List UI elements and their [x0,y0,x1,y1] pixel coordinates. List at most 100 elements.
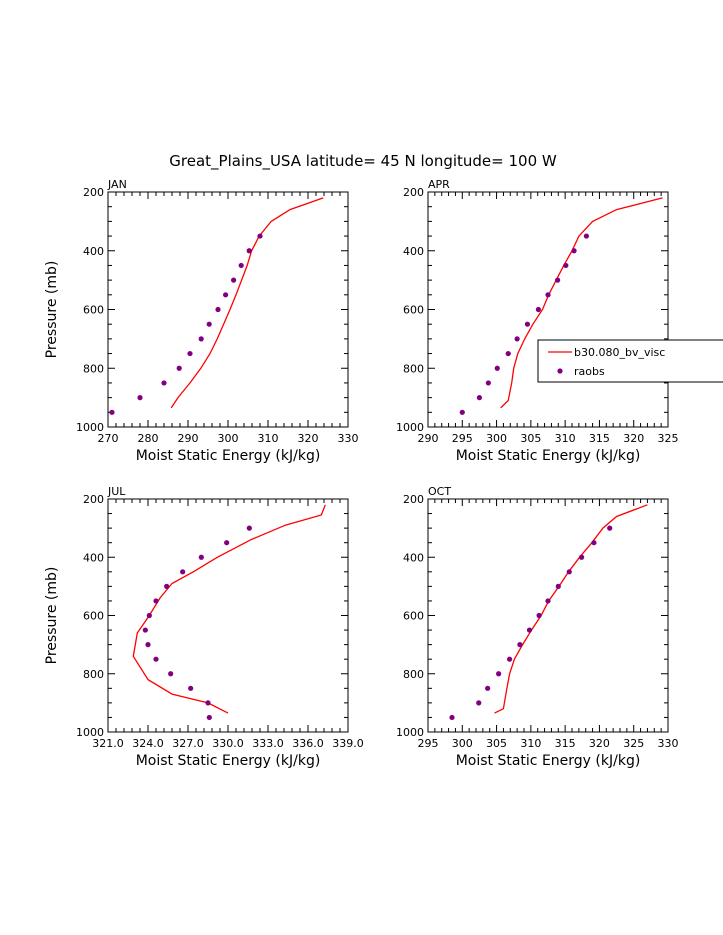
raobs-point [206,714,212,721]
x-tick-label: 336.0 [292,737,324,750]
x-tick-label: 295 [418,737,439,750]
plot-frame [427,498,669,733]
raobs-point [164,583,170,589]
x-tick-label: 310 [520,737,541,750]
x-tick-label: 320 [589,737,610,750]
y-tick-label: 1000 [396,421,424,434]
y-tick-label: 200 [403,186,424,199]
panel-apr: APR 290 295 300 305 310 315 320 325 200 400 600 800 1… [396,178,679,464]
raobs-point [198,336,204,342]
raobs-point [496,671,502,677]
y-tick-label: 600 [83,304,104,317]
legend-raobs-label: raobs [574,365,605,378]
raobs-point [517,642,523,648]
model-line-apr [500,197,663,409]
x-tick-label: 330 [338,432,359,445]
y-tick-label: 200 [403,493,424,506]
y-tick-label: 600 [403,304,424,317]
raobs-point [153,598,159,604]
y-tick-label: 800 [403,362,424,375]
x-tick-label: 290 [418,432,439,445]
model-line-jul [132,504,326,714]
raobs-point [514,336,520,342]
y-tick-label: 800 [403,668,424,681]
plot-frame [107,498,349,733]
x-axis-label: Moist Static Energy (kJ/kg) [456,753,641,769]
x-tick-label: 315 [555,737,576,750]
raobs-point [555,583,561,589]
raobs-point [485,380,491,386]
raobs-point [180,569,186,575]
raobs-point [188,685,194,691]
x-tick-label: 300 [218,432,239,445]
raobs-point [507,656,513,662]
y-tick-label: 200 [83,186,104,199]
raobs-point [224,540,230,546]
raobs-point [238,262,244,269]
x-axis-label: Moist Static Energy (kJ/kg) [136,448,321,464]
x-tick-label: 290 [178,432,199,445]
y-axis-label: Pressure (mb) [44,261,60,359]
x-tick-label: 300 [486,432,507,445]
plot-frame [107,191,349,428]
raobs-point [485,685,491,691]
raobs-point [246,525,252,531]
x-tick-label: 324.0 [132,737,164,750]
raobs-point [176,365,182,371]
raobs-point [153,656,159,662]
x-tick-label: 305 [486,737,507,750]
y-tick-label: 600 [83,610,104,623]
raobs-point [524,321,531,327]
x-tick-label: 325 [623,737,644,750]
x-tick-label: 339.0 [332,737,364,750]
x-tick-label: 333.0 [252,737,284,750]
raobs-point [161,380,167,386]
x-axis-label: Moist Static Energy (kJ/kg) [136,753,321,769]
raobs-point [206,321,212,327]
panel-label: JAN [107,178,127,191]
panel-label: APR [428,178,450,191]
legend-box [537,339,723,383]
raobs-point [476,395,483,401]
raobs-point [459,409,465,415]
x-tick-label: 330.0 [212,737,244,750]
raobs-point [545,598,551,604]
y-tick-label: 1000 [76,726,104,739]
y-tick-label: 800 [83,362,104,375]
panels: JAN 270 280 290 300 310 320 330 200 400 600 800 1000… [44,178,679,769]
x-tick-label: 310 [555,432,576,445]
y-tick-label: 1000 [76,421,104,434]
raobs-point [476,700,482,706]
raobs-point [583,233,590,239]
panel-jan: JAN 270 280 290 300 310 320 330 200 400 600 800 1000… [44,178,359,464]
raobs-point [591,540,597,546]
x-tick-label: 310 [258,432,279,445]
x-tick-label: 315 [589,432,610,445]
raobs-point [535,306,542,313]
x-tick-label: 320 [623,432,644,445]
y-tick-label: 400 [83,551,104,564]
raobs-point [449,714,455,721]
raobs-point [579,554,585,560]
raobs-point [545,292,551,298]
x-tick-label: 321.0 [92,737,124,750]
x-tick-label: 280 [138,432,159,445]
raobs-point [137,395,143,401]
y-tick-label: 200 [83,493,104,506]
legend-model-label: b30.080_bv_visc [574,346,665,359]
y-tick-label: 400 [83,245,104,258]
raobs-point [257,233,263,239]
model-line-jan [170,197,324,409]
x-tick-label: 305 [520,432,541,445]
raobs-point [198,554,204,560]
raobs-point [109,409,115,415]
raobs-point [231,277,237,283]
y-tick-label: 1000 [396,726,424,739]
panel-label: OCT [428,485,451,498]
raobs-point [526,627,533,633]
x-tick-label: 327.0 [172,737,204,750]
panel-oct: OCT 295 300 305 310 315 320 325 330 200 400 600 800 1… [396,485,679,769]
figure-title: Great_Plains_USA latitude= 45 N longitud… [169,152,557,171]
